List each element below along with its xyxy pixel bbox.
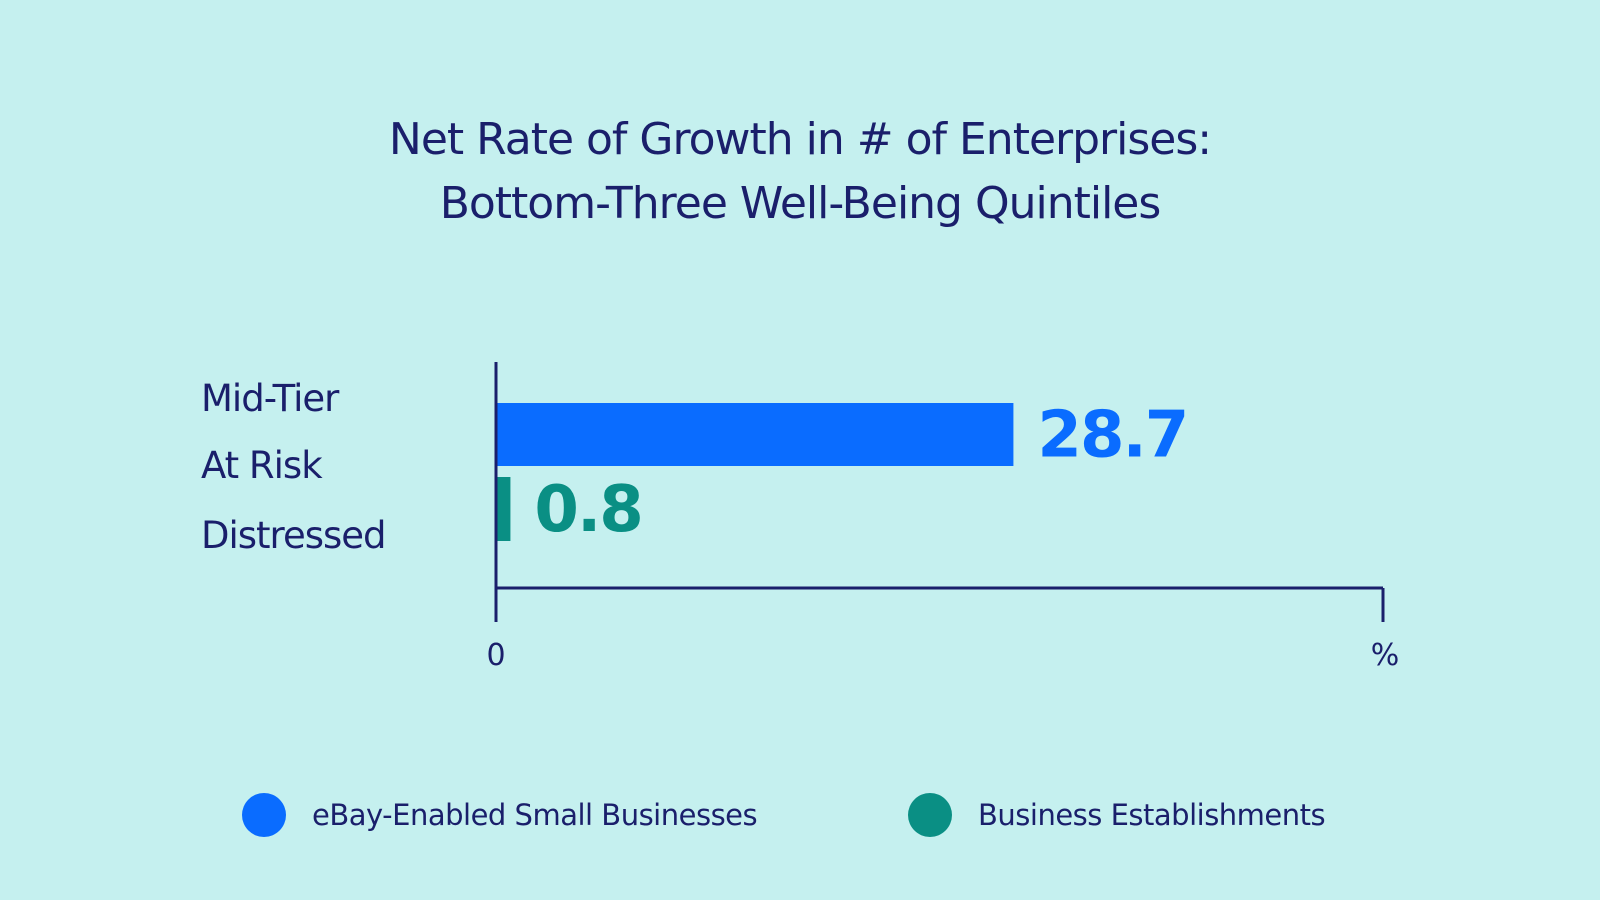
data-label-ebay: 28.7: [1037, 399, 1187, 473]
legend-label-ebay: eBay-Enabled Small Businesses: [312, 798, 758, 832]
data-label-establishments: 0.8: [534, 473, 641, 547]
category-label-at-risk: At Risk: [201, 444, 323, 487]
legend-swatch-ebay: [242, 793, 286, 837]
category-label-distressed: Distressed: [201, 514, 386, 557]
x-tick-label-0: 0: [486, 638, 505, 673]
chart-title-line-2: Bottom-Three Well-Being Quintiles: [439, 178, 1162, 229]
legend-label-establishments: Business Establishments: [978, 798, 1326, 832]
chart-title: Net Rate of Growth in # of Enterprises: …: [0, 108, 1600, 236]
category-label-mid-tier: Mid-Tier: [201, 377, 340, 420]
legend-item-ebay: eBay-Enabled Small Businesses: [242, 790, 758, 840]
chart-legend: eBay-Enabled Small Businesses Business E…: [0, 790, 1600, 840]
chart-title-line-1: Net Rate of Growth in # of Enterprises:: [388, 114, 1212, 165]
bar-ebay: [496, 403, 1014, 466]
x-tick-label-unit: %: [1371, 638, 1400, 673]
legend-item-establishments: Business Establishments: [908, 790, 1326, 840]
bar-establishments: [496, 477, 511, 541]
legend-swatch-establishments: [908, 793, 952, 837]
